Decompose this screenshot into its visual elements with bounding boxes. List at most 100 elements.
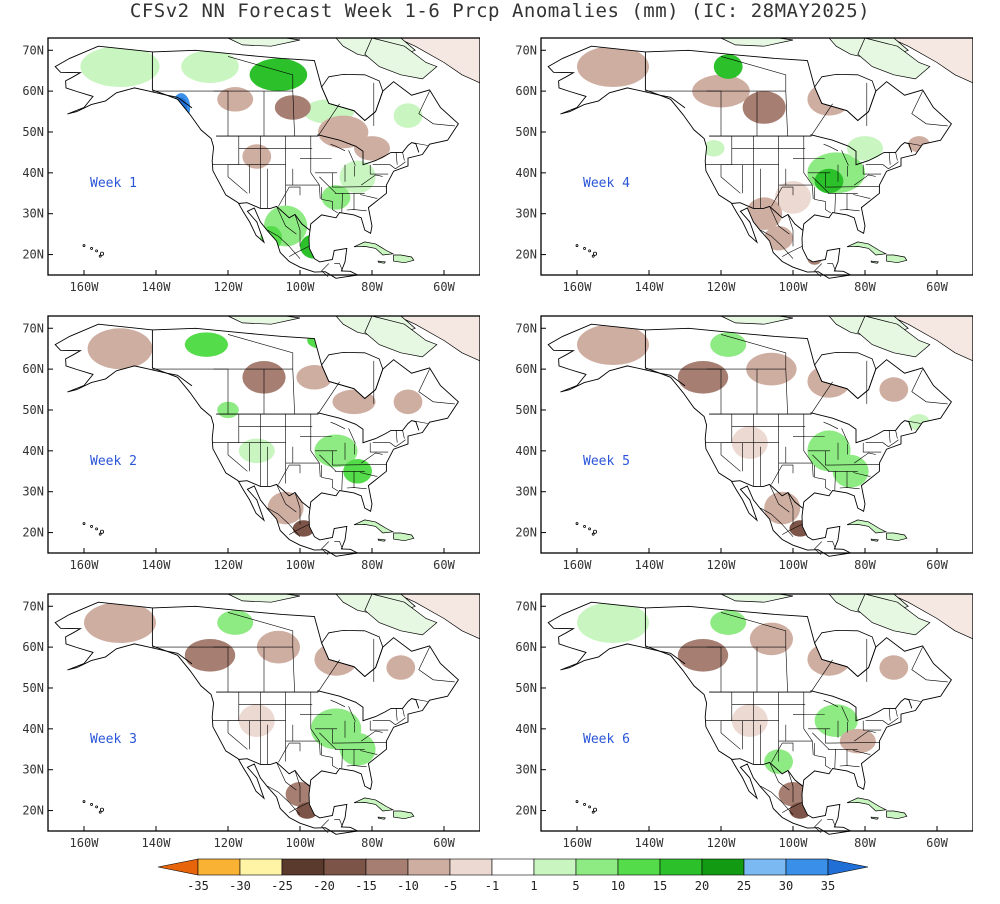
anomaly-region	[879, 377, 908, 402]
colorbar-arrow-left	[158, 859, 198, 875]
anomaly-region	[185, 332, 228, 357]
lat-label: 70N	[515, 321, 537, 335]
lon-label: 140W	[142, 558, 172, 572]
lon-label: 60W	[926, 836, 948, 850]
week-label: Week 5	[583, 454, 630, 469]
lon-label: 160W	[563, 558, 593, 572]
lat-label: 70N	[22, 599, 44, 613]
anomaly-region	[879, 655, 908, 680]
colorbar-tick-label: -30	[229, 879, 251, 893]
lon-label: 60W	[926, 558, 948, 572]
colorbar-tick-label: 25	[737, 879, 751, 893]
anomaly-region	[678, 361, 728, 394]
anomaly-region	[710, 610, 746, 635]
lon-label: 140W	[635, 558, 665, 572]
lat-label: 30N	[22, 207, 44, 221]
anomaly-region	[577, 324, 649, 365]
lat-label: 50N	[22, 125, 44, 139]
colorbar-segment	[786, 859, 828, 875]
colorbar-segment	[324, 859, 366, 875]
colorbar-tick-label: 35	[821, 879, 835, 893]
colorbar-segment	[492, 859, 534, 875]
anomaly-region	[181, 50, 239, 83]
colorbar-segment	[198, 859, 240, 875]
lat-label: 40N	[22, 444, 44, 458]
anomaly-region	[840, 729, 876, 754]
anomaly-region	[217, 87, 253, 112]
week-label: Week 2	[90, 454, 137, 469]
lat-label: 30N	[515, 207, 537, 221]
colorbar-tick-label: 30	[779, 879, 793, 893]
lon-label: 60W	[926, 280, 948, 294]
lat-label: 50N	[22, 681, 44, 695]
anomaly-region	[577, 602, 649, 643]
anomaly-region	[84, 602, 156, 643]
lat-label: 30N	[22, 763, 44, 777]
lon-label: 120W	[707, 558, 737, 572]
anomaly-region	[743, 91, 786, 124]
lon-label: 60W	[433, 280, 455, 294]
lon-label: 100W	[779, 836, 809, 850]
colorbar-segment	[450, 859, 492, 875]
colorbar-tick-label: -1	[485, 879, 499, 893]
week-label: Week 4	[583, 176, 630, 191]
colorbar-segment	[576, 859, 618, 875]
anomaly-region	[217, 610, 253, 635]
colorbar-segment	[660, 859, 702, 875]
anomaly-region	[80, 46, 159, 87]
colorbar-segment	[366, 859, 408, 875]
anomaly-region	[678, 639, 728, 672]
lat-label: 30N	[515, 485, 537, 499]
lat-label: 60N	[22, 84, 44, 98]
lon-label: 60W	[433, 558, 455, 572]
lat-label: 70N	[515, 599, 537, 613]
lat-label: 30N	[515, 763, 537, 777]
lat-label: 40N	[515, 444, 537, 458]
anomaly-region	[275, 95, 311, 120]
colorbar-segment	[744, 859, 786, 875]
lon-label: 120W	[214, 558, 244, 572]
lat-label: 50N	[515, 403, 537, 417]
anomaly-region	[577, 46, 649, 87]
lon-label: 80W	[854, 836, 876, 850]
lon-label: 160W	[70, 558, 100, 572]
lon-label: 100W	[286, 558, 316, 572]
lon-label: 140W	[635, 836, 665, 850]
week-label: Week 1	[90, 176, 137, 191]
colorbar-tick-label: -25	[271, 879, 293, 893]
anomaly-region	[394, 390, 423, 415]
lat-label: 30N	[22, 485, 44, 499]
anomaly-region	[394, 103, 423, 128]
lat-label: 20N	[515, 804, 537, 818]
anomaly-region	[386, 655, 415, 680]
anomaly-region	[250, 58, 308, 91]
anomaly-region	[710, 332, 746, 357]
colorbar-tick-label: -20	[313, 879, 335, 893]
anomaly-region	[88, 328, 153, 369]
lat-label: 40N	[22, 166, 44, 180]
lat-label: 60N	[515, 84, 537, 98]
colorbar-segment	[240, 859, 282, 875]
anomaly-region	[815, 169, 844, 194]
lat-label: 40N	[515, 166, 537, 180]
lon-label: 120W	[214, 836, 244, 850]
lon-label: 160W	[563, 836, 593, 850]
colorbar-segment	[702, 859, 744, 875]
colorbar-segment	[618, 859, 660, 875]
anomaly-region	[322, 185, 351, 210]
colorbar-arrow-right	[828, 859, 868, 875]
lat-label: 20N	[22, 526, 44, 540]
lon-label: 80W	[361, 280, 383, 294]
lat-label: 70N	[22, 321, 44, 335]
lon-label: 80W	[854, 558, 876, 572]
lon-label: 60W	[433, 836, 455, 850]
